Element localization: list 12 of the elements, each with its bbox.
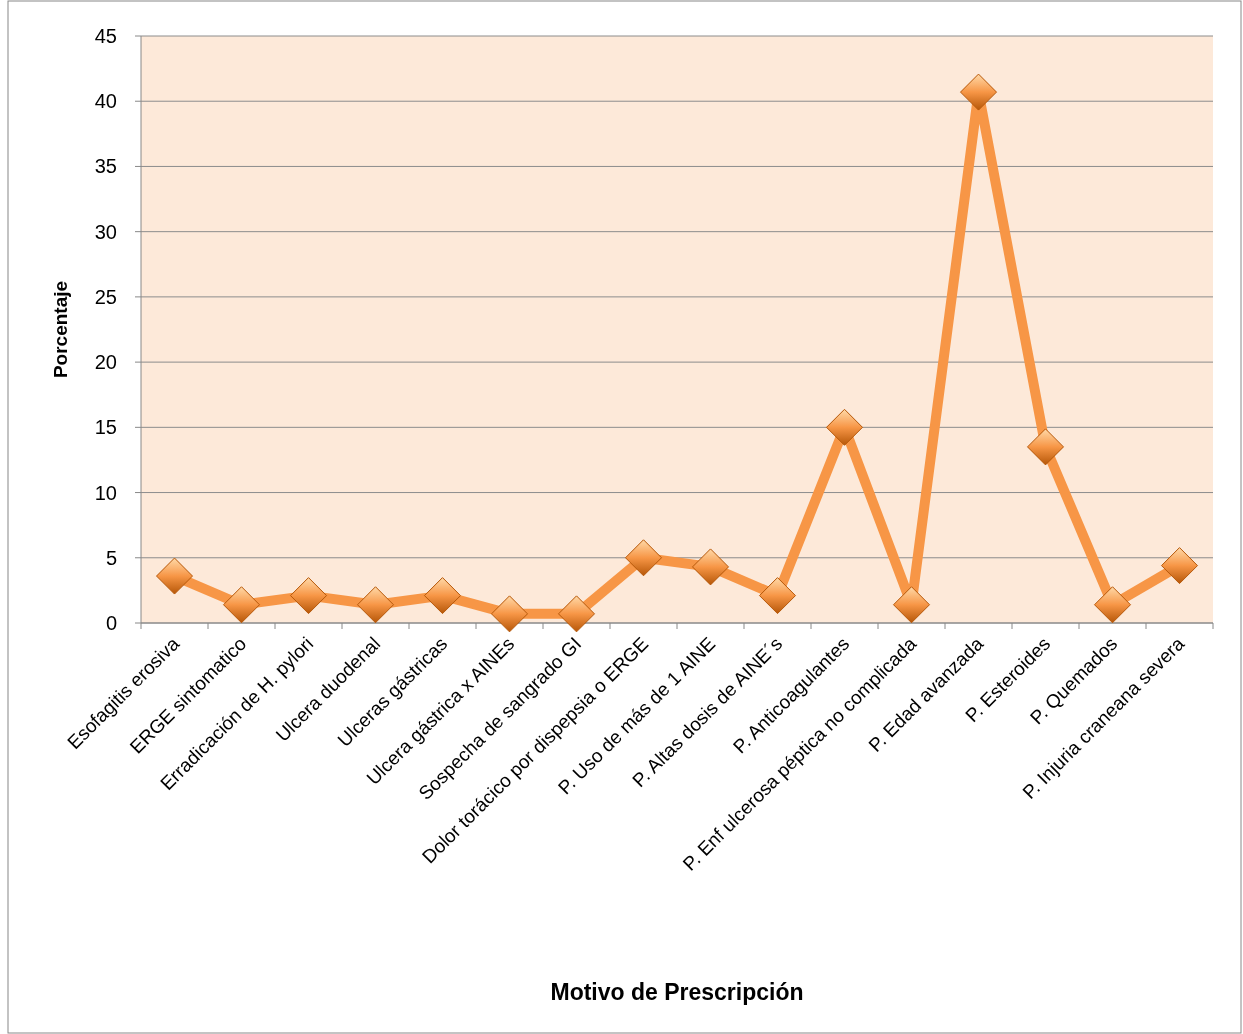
- y-tick-label: 10: [94, 481, 117, 504]
- y-axis-title: Porcentaje: [50, 280, 71, 379]
- y-tick-label: 45: [94, 25, 117, 47]
- y-tick-label: 30: [94, 220, 117, 243]
- y-tick-label: 15: [94, 416, 117, 439]
- x-axis-title: Motivo de Prescripción: [550, 979, 804, 1005]
- y-tick-label: 40: [94, 90, 117, 113]
- y-tick-label: 0: [105, 612, 117, 634]
- y-tick-label: 25: [94, 285, 117, 308]
- y-tick-label: 35: [94, 155, 117, 178]
- y-tick-label: 20: [94, 351, 117, 374]
- y-tick-label: 5: [105, 546, 117, 569]
